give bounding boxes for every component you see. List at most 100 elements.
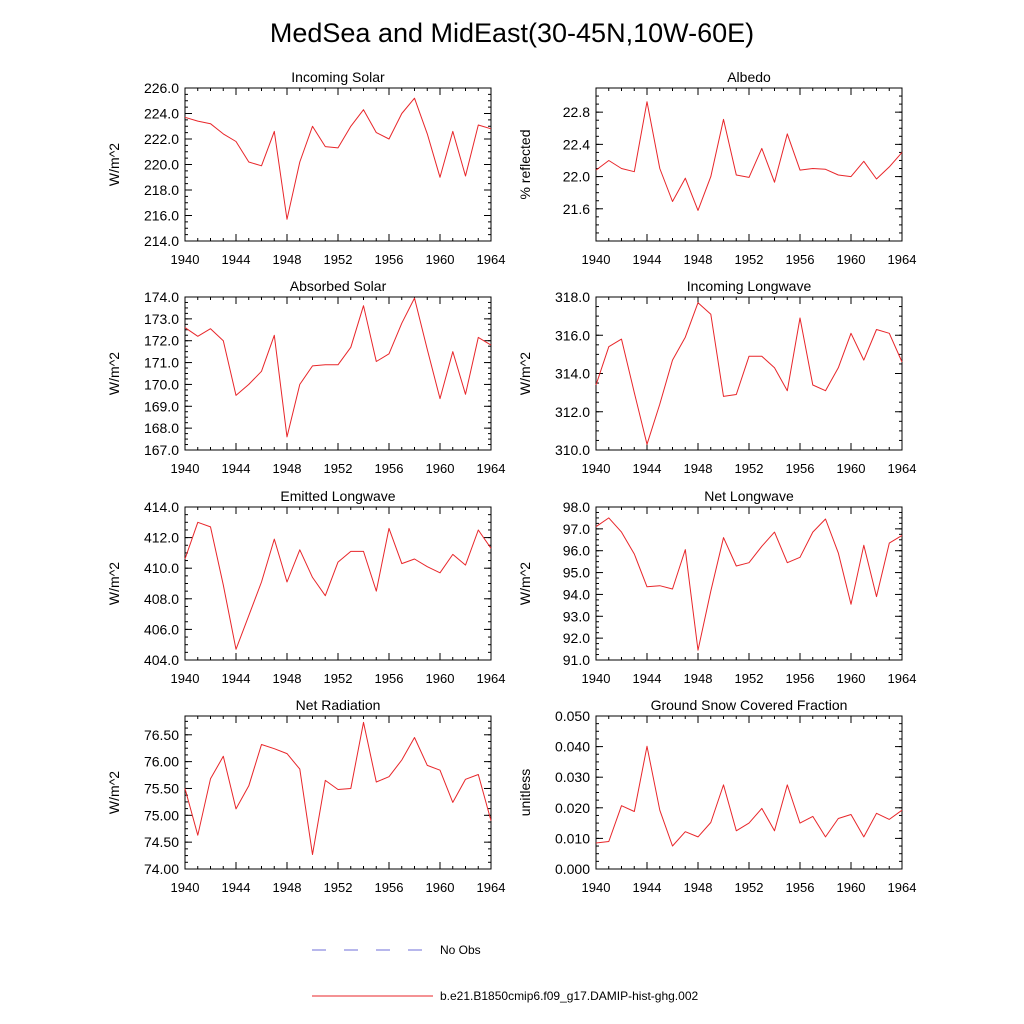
y-axis-label: W/m^2 — [106, 562, 122, 605]
x-tick-label: 1940 — [582, 461, 611, 476]
x-tick-label: 1940 — [171, 252, 200, 267]
y-tick-label: 0.010 — [555, 830, 590, 846]
y-tick-label: 0.030 — [555, 769, 590, 785]
y-tick-label: 414.0 — [144, 499, 179, 515]
x-tick-label: 1960 — [837, 671, 866, 686]
panel-title: Albedo — [727, 69, 771, 85]
x-tick-label: 1952 — [735, 880, 764, 895]
legend-label-no-obs: No Obs — [440, 943, 481, 957]
x-tick-label: 1960 — [426, 252, 455, 267]
series-line — [184, 97, 492, 220]
plot-frame — [184, 506, 492, 661]
panel-4: Incoming Longwave W/m^2 1940 1944 1948 1952 19… — [517, 278, 916, 476]
x-tick-label: 1964 — [888, 252, 917, 267]
y-tick-label: 95.0 — [563, 565, 590, 581]
x-tick-label: 1944 — [222, 671, 251, 686]
y-tick-label: 408.0 — [144, 591, 179, 607]
x-tick-label: 1948 — [684, 252, 713, 267]
x-tick-label: 1944 — [633, 461, 662, 476]
y-tick-label: 412.0 — [144, 530, 179, 546]
x-tick-label: 1964 — [477, 252, 506, 267]
y-tick-label: 216.0 — [144, 208, 179, 224]
y-tick-label: 75.00 — [144, 807, 179, 823]
x-tick-label: 1944 — [633, 880, 662, 895]
x-tick-label: 1948 — [273, 252, 302, 267]
x-tick-label: 1948 — [684, 671, 713, 686]
x-tick-label: 1948 — [273, 671, 302, 686]
y-tick-label: 167.0 — [144, 442, 179, 458]
y-tick-label: 312.0 — [555, 404, 590, 420]
x-tick-label: 1956 — [786, 671, 815, 686]
y-tick-label: 0.020 — [555, 800, 590, 816]
y-tick-label: 406.0 — [144, 621, 179, 637]
y-tick-label: 172.0 — [144, 333, 179, 349]
figure-title: MedSea and MidEast(30-45N,10W-60E) — [270, 18, 754, 48]
x-tick-label: 1964 — [888, 880, 917, 895]
y-tick-label: 404.0 — [144, 652, 179, 668]
y-axis-label: W/m^2 — [517, 562, 533, 605]
y-axis-label: W/m^2 — [106, 143, 122, 186]
plot-frame — [184, 87, 492, 242]
y-tick-label: 222.0 — [144, 131, 179, 147]
y-tick-label: 174.0 — [144, 289, 179, 305]
x-tick-label: 1960 — [837, 252, 866, 267]
series-line — [595, 302, 903, 445]
x-tick-label: 1940 — [582, 671, 611, 686]
y-tick-label: 0.000 — [555, 861, 590, 877]
x-tick-label: 1940 — [582, 880, 611, 895]
y-tick-label: 92.0 — [563, 630, 590, 646]
y-tick-label: 75.50 — [144, 780, 179, 796]
panels: Incoming Solar W/m^2 1940 1944 1948 1952 1956 1… — [106, 69, 916, 895]
y-tick-label: 218.0 — [144, 182, 179, 198]
plot-frame — [184, 715, 492, 870]
y-tick-label: 93.0 — [563, 608, 590, 624]
panel-7: Net Radiation W/m^2 1940 1944 1948 1952 1956 19… — [106, 697, 505, 895]
y-tick-label: 410.0 — [144, 560, 179, 576]
x-tick-label: 1956 — [786, 252, 815, 267]
plot-frame — [595, 506, 903, 661]
x-tick-label: 1944 — [222, 880, 251, 895]
x-tick-label: 1964 — [477, 880, 506, 895]
panel-title: Incoming Longwave — [687, 278, 812, 294]
legend-label-model: b.e21.B1850cmip6.f09_g17.DAMIP-hist-ghg.… — [440, 989, 698, 1003]
x-tick-label: 1952 — [324, 671, 353, 686]
y-tick-label: 173.0 — [144, 311, 179, 327]
series-line — [595, 745, 903, 847]
y-axis-label: W/m^2 — [106, 352, 122, 395]
x-tick-label: 1944 — [222, 461, 251, 476]
x-tick-label: 1948 — [273, 880, 302, 895]
panel-6: Net Longwave W/m^2 1940 1944 1948 1952 1956 196… — [517, 488, 916, 686]
x-tick-label: 1940 — [582, 252, 611, 267]
x-tick-label: 1956 — [375, 252, 404, 267]
x-tick-label: 1940 — [171, 461, 200, 476]
x-tick-label: 1960 — [426, 671, 455, 686]
legend-entry-model: b.e21.B1850cmip6.f09_g17.DAMIP-hist-ghg.… — [312, 989, 698, 1003]
legend: No Obs b.e21.B1850cmip6.f09_g17.DAMIP-hi… — [312, 943, 698, 1003]
series-line — [595, 101, 903, 211]
y-tick-label: 76.50 — [144, 727, 179, 743]
series-line — [184, 721, 492, 855]
x-tick-label: 1960 — [426, 461, 455, 476]
x-tick-label: 1948 — [684, 880, 713, 895]
y-tick-label: 170.0 — [144, 376, 179, 392]
series-line — [184, 297, 492, 438]
y-axis-label: % reflected — [517, 129, 533, 199]
y-tick-label: 91.0 — [563, 652, 590, 668]
series-line — [184, 521, 492, 650]
x-tick-label: 1960 — [426, 880, 455, 895]
y-tick-label: 97.0 — [563, 521, 590, 537]
y-tick-label: 214.0 — [144, 233, 179, 249]
y-tick-label: 98.0 — [563, 499, 590, 515]
y-tick-label: 171.0 — [144, 355, 179, 371]
panel-title: Absorbed Solar — [290, 278, 387, 294]
panel-8: Ground Snow Covered Fraction unitless 1940… — [517, 697, 916, 895]
panel-5: Emitted Longwave W/m^2 1940 1944 1948 1952 195… — [106, 488, 505, 686]
y-tick-label: 220.0 — [144, 157, 179, 173]
x-tick-label: 1956 — [375, 671, 404, 686]
y-axis-label: unitless — [517, 769, 533, 816]
x-tick-label: 1940 — [171, 880, 200, 895]
panel-title: Incoming Solar — [291, 69, 385, 85]
y-tick-label: 21.6 — [563, 201, 590, 217]
x-tick-label: 1960 — [837, 880, 866, 895]
panel-title: Net Longwave — [704, 488, 794, 504]
